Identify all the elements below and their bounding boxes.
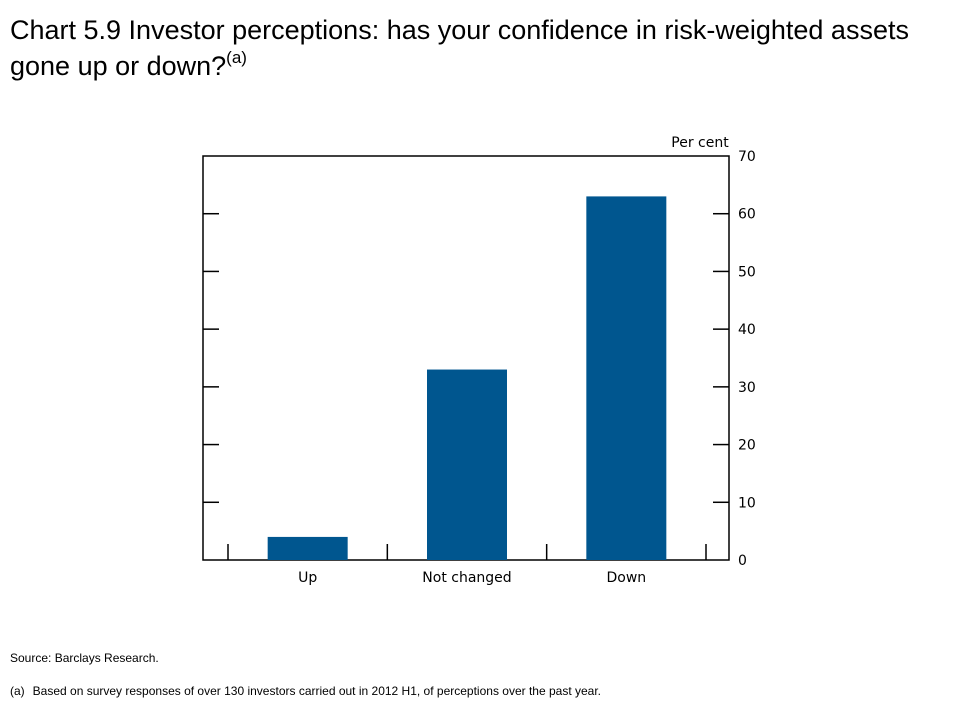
bars — [267, 196, 667, 560]
bar-down — [586, 196, 667, 560]
chart-title-footnote-mark: (a) — [226, 48, 247, 67]
y-tick-label-60: 60 — [738, 207, 756, 223]
y-axis-ticks: 0 10 20 30 40 50 60 70 — [203, 149, 756, 569]
x-tick-label-down: Down — [606, 570, 646, 586]
y-tick-label-30: 30 — [738, 380, 756, 396]
footnote: (a) Based on survey responses of over 130… — [10, 684, 601, 698]
source-note: Source: Barclays Research. — [10, 651, 159, 665]
y-tick-label-20: 20 — [738, 438, 756, 454]
x-tick-label-up: Up — [298, 570, 317, 586]
chart-title-text: Chart 5.9 Investor perceptions: has your… — [10, 15, 909, 81]
footnote-text: Based on survey responses of over 130 in… — [32, 684, 601, 698]
y-axis-label: Per cent — [671, 135, 729, 151]
footnote-mark: (a) — [10, 684, 25, 698]
y-tick-label-70: 70 — [738, 149, 756, 165]
y-tick-label-50: 50 — [738, 264, 756, 280]
bar-up — [267, 536, 348, 560]
bar-not-changed — [427, 369, 507, 560]
y-tick-label-10: 10 — [738, 495, 756, 511]
y-tick-label-0: 0 — [738, 553, 747, 569]
y-tick-label-40: 40 — [738, 322, 756, 338]
chart-title: Chart 5.9 Investor perceptions: has your… — [10, 12, 940, 84]
x-axis: Up Not changed Down — [227, 544, 707, 586]
x-tick-label-not-changed: Not changed — [422, 570, 511, 586]
